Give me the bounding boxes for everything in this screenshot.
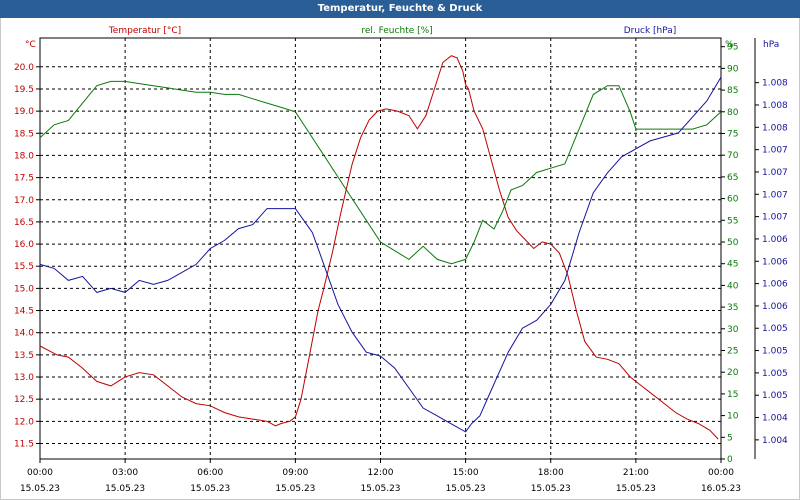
y-right-tick-label: 10 bbox=[727, 412, 739, 422]
y-left-tick-label: 13.0 bbox=[14, 373, 34, 383]
y-outer-tick-label: 1.004 bbox=[762, 414, 788, 424]
y-outer-tick-label: 1.006 bbox=[762, 235, 788, 245]
y-right-tick-label: 15 bbox=[727, 390, 738, 400]
y-left-tick-label: 16.0 bbox=[14, 240, 34, 250]
y-outer-tick-label: 1.007 bbox=[762, 213, 788, 223]
x-tick-date: 16.05.23 bbox=[701, 484, 741, 494]
x-tick-date: 15.05.23 bbox=[360, 484, 400, 494]
pressure-line bbox=[39, 76, 722, 433]
y-outer-tick-label: 1.005 bbox=[762, 347, 788, 357]
x-tick-date: 15.05.23 bbox=[275, 484, 315, 494]
x-tick-time: 18:00 bbox=[538, 468, 564, 478]
legend-humidity: rel. Feuchte [%] bbox=[361, 26, 432, 36]
y-right-tick-label: 80 bbox=[727, 108, 739, 118]
y-left-tick-label: 17.5 bbox=[14, 174, 34, 184]
x-tick-time: 12:00 bbox=[368, 468, 394, 478]
x-tick-date: 15.05.23 bbox=[531, 484, 571, 494]
y-outer-tick-label: 1.005 bbox=[762, 369, 788, 379]
y-outer-tick-label: 1.007 bbox=[762, 190, 788, 200]
y-left-tick-label: 17.0 bbox=[14, 196, 34, 206]
y-left-tick-label: 19.5 bbox=[14, 85, 34, 95]
y-outer-tick-label: 1.004 bbox=[762, 436, 788, 446]
y-outer-tick-label: 1.006 bbox=[762, 280, 788, 290]
x-tick-date: 15.05.23 bbox=[446, 484, 486, 494]
y-right-tick-label: 85 bbox=[727, 86, 738, 96]
y-right-tick-label: 0 bbox=[727, 455, 733, 465]
y-right-tick-label: 90 bbox=[727, 64, 739, 74]
y-outer-tick-label: 1.006 bbox=[762, 302, 788, 312]
y-outer-tick-label: 1.008 bbox=[762, 79, 788, 89]
y-right-tick-label: 5 bbox=[727, 433, 733, 443]
x-tick-time: 21:00 bbox=[623, 468, 649, 478]
y-outer-tick-label: 1.007 bbox=[762, 168, 788, 178]
grid bbox=[40, 38, 721, 459]
y-left-tick-label: 14.0 bbox=[14, 329, 34, 339]
y-outer-tick-label: 1.005 bbox=[762, 324, 788, 334]
y-right-tick-label: 50 bbox=[727, 238, 739, 248]
x-tick-date: 15.05.23 bbox=[616, 484, 656, 494]
x-tick-date: 15.05.23 bbox=[105, 484, 145, 494]
y-left-tick-label: 18.0 bbox=[14, 151, 34, 161]
y-right-tick-label: 45 bbox=[727, 260, 738, 270]
y-left-tick-label: 20.0 bbox=[14, 63, 34, 73]
y-right-tick-label: 25 bbox=[727, 346, 738, 356]
y-outer-tick-label: 1.007 bbox=[762, 146, 788, 156]
y-left-tick-label: 15.5 bbox=[14, 262, 34, 272]
series-lines bbox=[39, 55, 722, 440]
y-right-tick-label: 55 bbox=[727, 216, 738, 226]
y-right-tick-label: 30 bbox=[727, 325, 739, 335]
y-right-tick-label: 65 bbox=[727, 173, 738, 183]
y-right-unit: % bbox=[725, 40, 734, 50]
x-tick-time: 00:00 bbox=[708, 468, 734, 478]
y-left-tick-label: 12.5 bbox=[14, 395, 34, 405]
y-right-tick-label: 95 bbox=[727, 43, 738, 53]
legend-pressure: Druck [hPa] bbox=[624, 26, 677, 36]
x-tick-time: 06:00 bbox=[197, 468, 223, 478]
x-tick-time: 00:00 bbox=[27, 468, 53, 478]
x-tick-time: 15:00 bbox=[453, 468, 479, 478]
y-right-tick-label: 75 bbox=[727, 129, 738, 139]
y-left-tick-label: 14.5 bbox=[14, 307, 34, 317]
axes: 00:00 15.05.23 03:00 15.05.23 06:00 15.05.23 0… bbox=[14, 26, 788, 494]
y-left-tick-label: 15.0 bbox=[14, 284, 34, 294]
x-tick-date: 15.05.23 bbox=[190, 484, 230, 494]
y-outer-tick-label: 1.008 bbox=[762, 101, 788, 111]
y-left-tick-label: 13.5 bbox=[14, 351, 34, 361]
y-outer-unit: hPa bbox=[763, 40, 779, 50]
x-tick-time: 03:00 bbox=[112, 468, 138, 478]
legend-temperature: Temperatur [°C] bbox=[108, 26, 181, 36]
y-outer-tick-label: 1.006 bbox=[762, 257, 788, 267]
y-left-tick-label: 11.5 bbox=[14, 439, 34, 449]
y-right-tick-label: 60 bbox=[727, 195, 739, 205]
y-left-tick-label: 16.5 bbox=[14, 218, 34, 228]
y-left-tick-label: 12.0 bbox=[14, 417, 34, 427]
y-outer-tick-label: 1.005 bbox=[762, 391, 788, 401]
y-right-tick-label: 40 bbox=[727, 281, 739, 291]
y-right-tick-label: 35 bbox=[727, 303, 738, 313]
y-outer-tick-label: 1.008 bbox=[762, 123, 788, 133]
humidity-line bbox=[39, 80, 722, 265]
y-right-tick-label: 20 bbox=[727, 368, 739, 378]
temperature-line bbox=[39, 55, 719, 440]
x-tick-date: 15.05.23 bbox=[20, 484, 60, 494]
chart-title: Temperatur, Feuchte & Druck bbox=[0, 0, 800, 18]
y-left-unit: °C bbox=[25, 40, 36, 50]
y-left-tick-label: 18.5 bbox=[14, 129, 34, 139]
y-left-tick-label: 19.0 bbox=[14, 107, 34, 117]
x-tick-time: 09:00 bbox=[282, 468, 308, 478]
y-right-tick-label: 70 bbox=[727, 151, 739, 161]
